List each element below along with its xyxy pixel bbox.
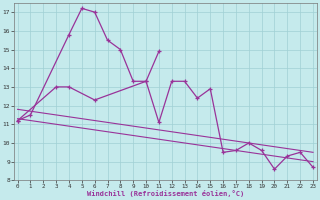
X-axis label: Windchill (Refroidissement éolien,°C): Windchill (Refroidissement éolien,°C) <box>87 190 244 197</box>
